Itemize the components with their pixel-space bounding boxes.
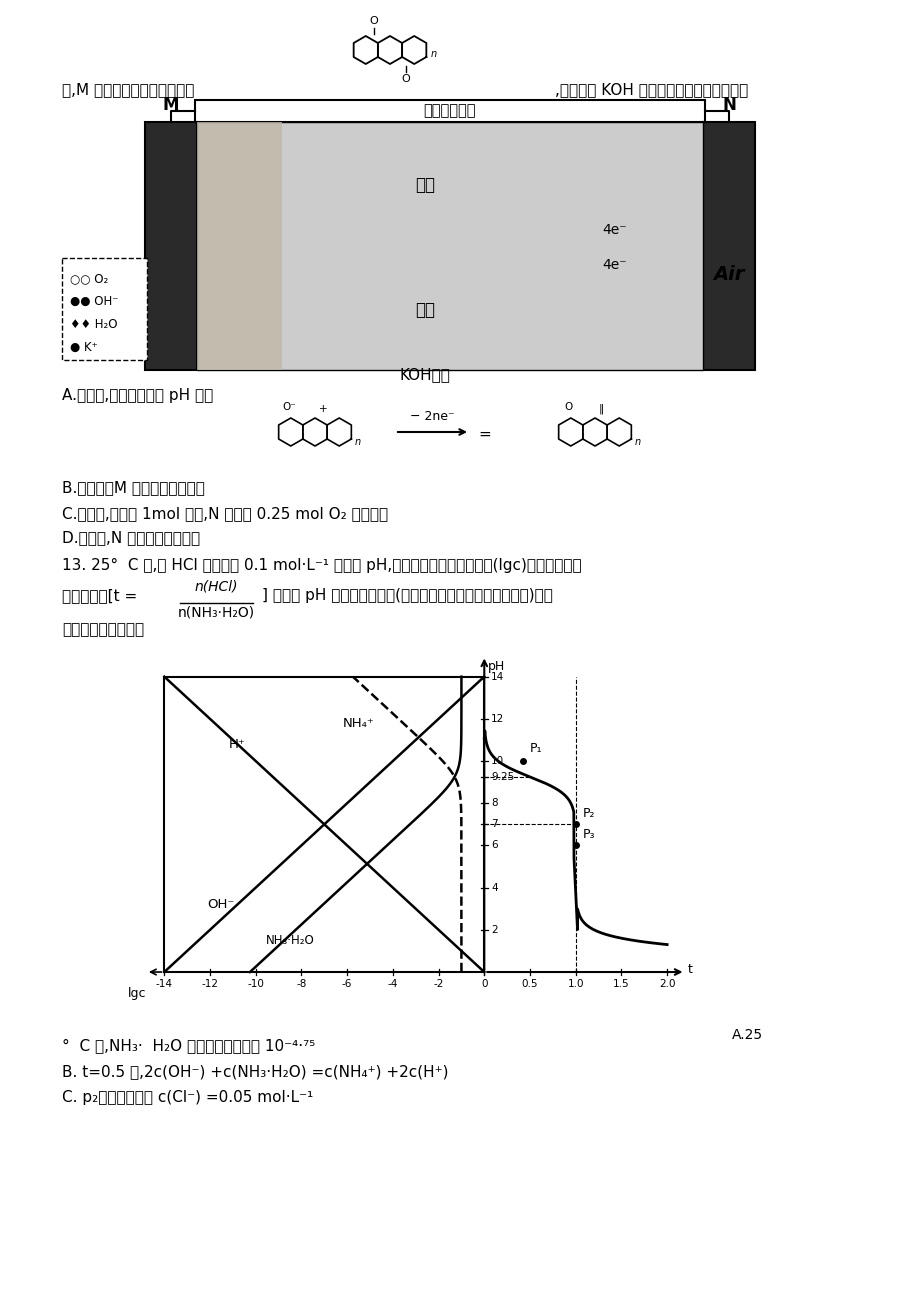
Text: 13. 25°  C 时,用 HCl 气体调节 0.1 mol·L⁻¹ 氨水的 pH,体系中粒子浓度的对数值(lgc)、反应物的物: 13. 25° C 时,用 HCl 气体调节 0.1 mol·L⁻¹ 氨水的 p…: [62, 559, 581, 573]
Text: -8: -8: [296, 979, 306, 990]
Text: 4: 4: [491, 883, 497, 893]
Text: 14: 14: [491, 672, 504, 682]
Text: OH⁻: OH⁻: [208, 898, 235, 911]
Text: -4: -4: [387, 979, 398, 990]
Text: P₁: P₁: [529, 742, 541, 755]
Text: ● K⁺: ● K⁺: [70, 341, 97, 354]
Text: NH₄⁺: NH₄⁺: [342, 716, 374, 729]
Text: KOH溶液: KOH溶液: [399, 367, 449, 383]
Text: -14: -14: [155, 979, 173, 990]
Text: n(NH₃·H₂O): n(NH₃·H₂O): [177, 605, 255, 620]
Text: +: +: [319, 404, 327, 414]
Text: 放电: 放电: [414, 176, 435, 194]
Text: -10: -10: [247, 979, 264, 990]
Text: 钴,M 极为碳纳米管上的聚合物: 钴,M 极为碳纳米管上的聚合物: [62, 82, 194, 98]
Text: pH: pH: [487, 660, 505, 673]
Text: M: M: [163, 96, 179, 115]
Text: n: n: [430, 49, 436, 59]
Text: ,电解液为 KOH 溶液。下列说法中错误的是: ,电解液为 KOH 溶液。下列说法中错误的是: [554, 82, 747, 98]
Text: 7: 7: [491, 819, 497, 829]
Bar: [195, 100, 704, 122]
Text: 4e⁻: 4e⁻: [602, 258, 627, 272]
Text: ○○ O₂: ○○ O₂: [70, 272, 108, 285]
Text: A.放电时,电解质溶液的 pH 增大: A.放电时,电解质溶液的 pH 增大: [62, 388, 213, 404]
Text: -2: -2: [433, 979, 443, 990]
Text: H⁺: H⁺: [229, 738, 245, 751]
Text: 充电: 充电: [414, 301, 435, 319]
Text: n: n: [633, 437, 640, 447]
Text: 9.25: 9.25: [491, 772, 514, 783]
Text: °  C 时,NH₃·  H₂O 的电离平衡常数为 10⁻⁴·⁷⁵: ° C 时,NH₃· H₂O 的电离平衡常数为 10⁻⁴·⁷⁵: [62, 1038, 315, 1053]
Text: 1.5: 1.5: [612, 979, 630, 990]
Text: 质的量之比[t =: 质的量之比[t =: [62, 589, 137, 603]
Text: N: N: [721, 96, 735, 115]
Text: − 2ne⁻: − 2ne⁻: [410, 410, 454, 423]
Text: 4e⁻: 4e⁻: [602, 223, 627, 237]
Text: ] 与溶液 pH 的关系如图所示(忽略通入气体对溶液体积的影响)。下: ] 与溶液 pH 的关系如图所示(忽略通入气体对溶液体积的影响)。下: [262, 589, 552, 603]
Text: 10: 10: [491, 756, 504, 766]
Text: n: n: [354, 437, 360, 447]
Text: -12: -12: [201, 979, 219, 990]
Text: =: =: [478, 427, 490, 441]
Text: O: O: [402, 74, 410, 85]
Text: 8: 8: [491, 798, 497, 809]
Text: C.充电时,每转移 1mol 电子,N 极上有 0.25 mol O₂ 参与反应: C.充电时,每转移 1mol 电子,N 极上有 0.25 mol O₂ 参与反应: [62, 506, 388, 521]
Text: O: O: [369, 16, 378, 26]
Text: O⁻: O⁻: [281, 402, 295, 411]
Text: t: t: [687, 963, 692, 976]
Text: n(HCl): n(HCl): [194, 579, 237, 594]
Text: -6: -6: [342, 979, 352, 990]
Bar: [62, 258, 147, 359]
Text: 1.0: 1.0: [567, 979, 584, 990]
Text: 列有关说法错误的是: 列有关说法错误的是: [62, 622, 144, 637]
Text: 2: 2: [491, 924, 497, 935]
Text: lgc: lgc: [128, 987, 146, 1000]
Bar: [702, 122, 754, 370]
Bar: [145, 122, 197, 370]
Text: NH₃·H₂O: NH₃·H₂O: [266, 934, 314, 947]
Text: B.放电时，M 极的电极反应式为: B.放电时，M 极的电极反应式为: [62, 480, 205, 495]
Text: 0.5: 0.5: [521, 979, 538, 990]
Text: Air: Air: [712, 266, 743, 285]
Bar: [197, 122, 702, 370]
Text: 12: 12: [491, 713, 504, 724]
Text: ●● OH⁻: ●● OH⁻: [70, 296, 119, 309]
Text: ‖: ‖: [598, 404, 604, 414]
Text: O: O: [564, 402, 573, 411]
Text: A.25: A.25: [732, 1029, 762, 1042]
Text: P₂: P₂: [582, 807, 595, 820]
Text: D.充电时,N 极与电源正极相连: D.充电时,N 极与电源正极相连: [62, 530, 200, 546]
Text: ♦♦ H₂O: ♦♦ H₂O: [70, 318, 118, 331]
Text: 6: 6: [491, 840, 497, 850]
Text: B. t=0.5 时,2c(OH⁻) +c(NH₃·H₂O) =c(NH₄⁺) +2c(H⁺): B. t=0.5 时,2c(OH⁻) +c(NH₃·H₂O) =c(NH₄⁺) …: [62, 1064, 448, 1079]
Text: C. p₂点所示溶液中 c(Cl⁻) =0.05 mol·L⁻¹: C. p₂点所示溶液中 c(Cl⁻) =0.05 mol·L⁻¹: [62, 1090, 312, 1105]
Text: 2.0: 2.0: [658, 979, 675, 990]
Text: P₃: P₃: [582, 828, 595, 841]
Text: 0: 0: [481, 979, 487, 990]
Bar: [197, 122, 282, 370]
Text: 用电器或电源: 用电器或电源: [424, 103, 476, 118]
